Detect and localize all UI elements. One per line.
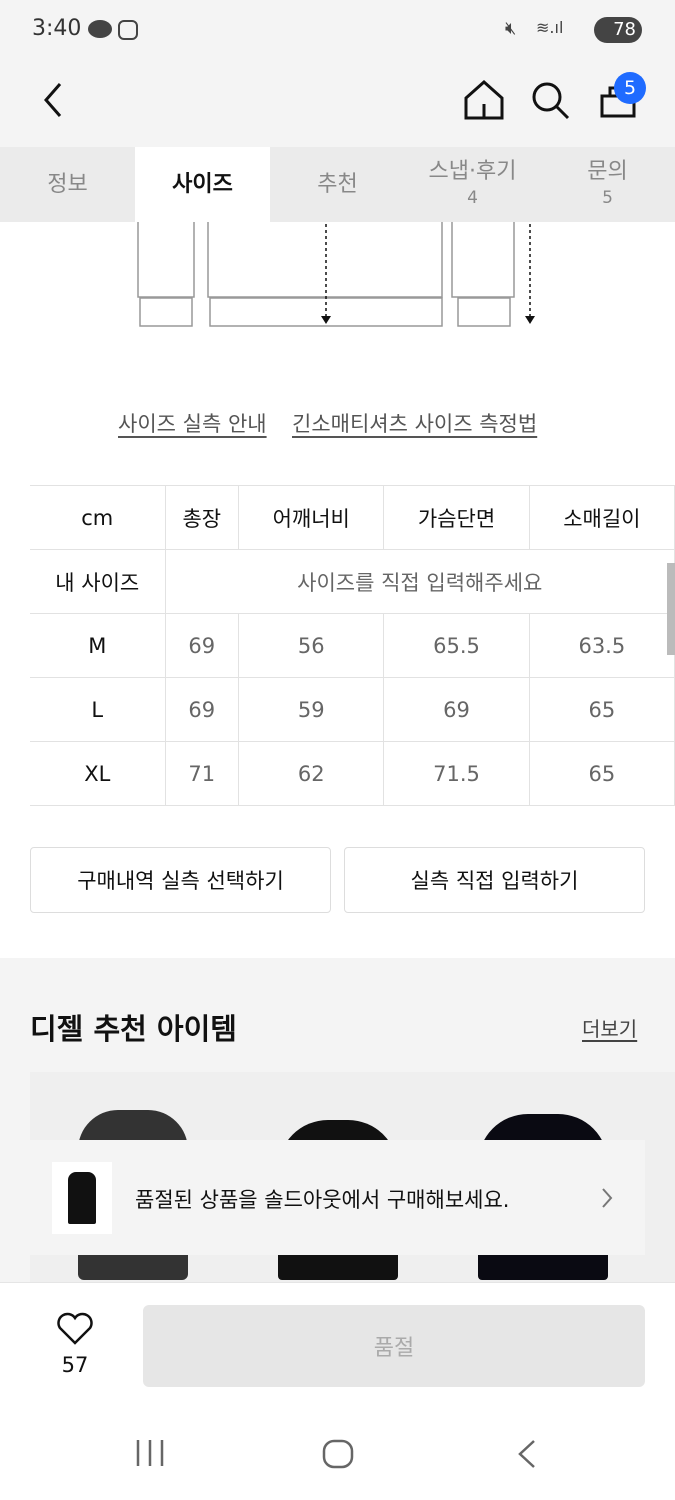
my-size-input[interactable]: 사이즈를 직접 입력해주세요 (164, 549, 675, 614)
chevron-right-icon (602, 1188, 613, 1208)
header-cell: 총장 (164, 485, 240, 550)
back-icon[interactable] (38, 80, 66, 120)
search-icon[interactable] (530, 80, 572, 122)
size-diagram-image (137, 222, 535, 327)
value-cell: 65.5 (383, 613, 530, 678)
wifi-signal-icon: ≋.ıl (536, 18, 564, 37)
header-cell: cm (30, 485, 166, 550)
home-icon[interactable] (462, 78, 506, 122)
like-count: 57 (61, 1353, 89, 1377)
banner-product-thumbnail (52, 1162, 112, 1234)
soldout-banner[interactable]: 품절된 상품을 솔드아웃에서 구매해보세요. (30, 1140, 645, 1255)
banner-text: 품절된 상품을 솔드아웃에서 구매해보세요. (135, 1188, 510, 1212)
value-cell: 65 (528, 741, 675, 806)
bottom-action-bar: 57 품절 (0, 1282, 675, 1410)
measure-method-link[interactable]: 긴소매티셔츠 사이즈 측정법 (292, 412, 538, 436)
battery-indicator: 78 (594, 17, 642, 43)
value-cell: 69 (383, 677, 530, 742)
value-cell: 65 (528, 677, 675, 742)
heart-icon[interactable] (56, 1312, 94, 1346)
kakaotalk-icon (88, 20, 112, 38)
value-cell: 62 (238, 741, 385, 806)
tab-size[interactable]: 사이즈 (135, 147, 270, 222)
tab-info[interactable]: 정보 (0, 147, 135, 222)
mute-icon: 🔇︎ (505, 18, 517, 39)
value-cell: 69 (164, 677, 240, 742)
value-cell: 71 (164, 741, 240, 806)
size-cell: L (30, 677, 166, 742)
section-title: 디젤 추천 아이템 (30, 1012, 237, 1046)
tab-label: 추천 (317, 171, 358, 197)
header-cell: 소매길이 (528, 485, 675, 550)
tab-inquiry[interactable]: 문의 5 (540, 147, 675, 222)
tab-label: 사이즈 (172, 171, 233, 197)
tab-recommend[interactable]: 추천 (270, 147, 405, 222)
value-cell: 59 (238, 677, 385, 742)
top-header: 5 (0, 60, 675, 147)
recent-apps-icon[interactable] (134, 1438, 166, 1468)
size-cell: XL (30, 741, 166, 806)
value-cell: 69 (164, 613, 240, 678)
my-size-row: 내 사이즈 사이즈를 직접 입력해주세요 (30, 549, 675, 614)
manual-input-button[interactable]: 실측 직접 입력하기 (344, 847, 645, 913)
size-table: cm 총장 어깨너비 가슴단면 소매길이 내 사이즈 사이즈를 직접 입력해주세… (30, 485, 675, 806)
status-bar: 3:40 🔇︎ ≋.ıl 78 (0, 0, 675, 60)
back-nav-icon[interactable] (514, 1438, 540, 1470)
soldout-button: 품절 (143, 1305, 645, 1387)
size-cell: M (30, 613, 166, 678)
more-link[interactable]: 더보기 (582, 1017, 638, 1041)
clock: 3:40 (32, 16, 82, 41)
tab-label: 스냅·후기 (428, 158, 517, 184)
instagram-icon (118, 20, 138, 40)
tab-label: 문의 (587, 158, 628, 184)
tab-count: 5 (602, 187, 613, 208)
home-nav-icon[interactable] (321, 1438, 355, 1470)
table-row: L 69 59 69 65 (30, 677, 675, 742)
purchase-history-button[interactable]: 구매내역 실측 선택하기 (30, 847, 331, 913)
table-header-row: cm 총장 어깨너비 가슴단면 소매길이 (30, 485, 675, 550)
section-tabs: 정보 사이즈 추천 스냅·후기 4 문의 5 (0, 147, 675, 222)
value-cell: 71.5 (383, 741, 530, 806)
my-size-label: 내 사이즈 (30, 549, 166, 614)
value-cell: 63.5 (528, 613, 675, 678)
table-row: M 69 56 65.5 63.5 (30, 613, 675, 678)
value-cell: 56 (238, 613, 385, 678)
tab-snap-review[interactable]: 스냅·후기 4 (405, 147, 540, 222)
recommend-section: 디젤 추천 아이템 더보기 품절된 상품을 솔드아웃에서 구매해보세요. (0, 958, 675, 1288)
size-guide-link[interactable]: 사이즈 실측 안내 (118, 412, 267, 436)
header-cell: 가슴단면 (383, 485, 530, 550)
header-cell: 어깨너비 (238, 485, 385, 550)
tab-count: 4 (467, 187, 478, 208)
scrollbar[interactable] (667, 563, 675, 655)
cart-count-badge: 5 (614, 72, 646, 104)
tab-label: 정보 (47, 171, 88, 197)
table-row: XL 71 62 71.5 65 (30, 741, 675, 806)
system-nav-bar (0, 1410, 675, 1500)
